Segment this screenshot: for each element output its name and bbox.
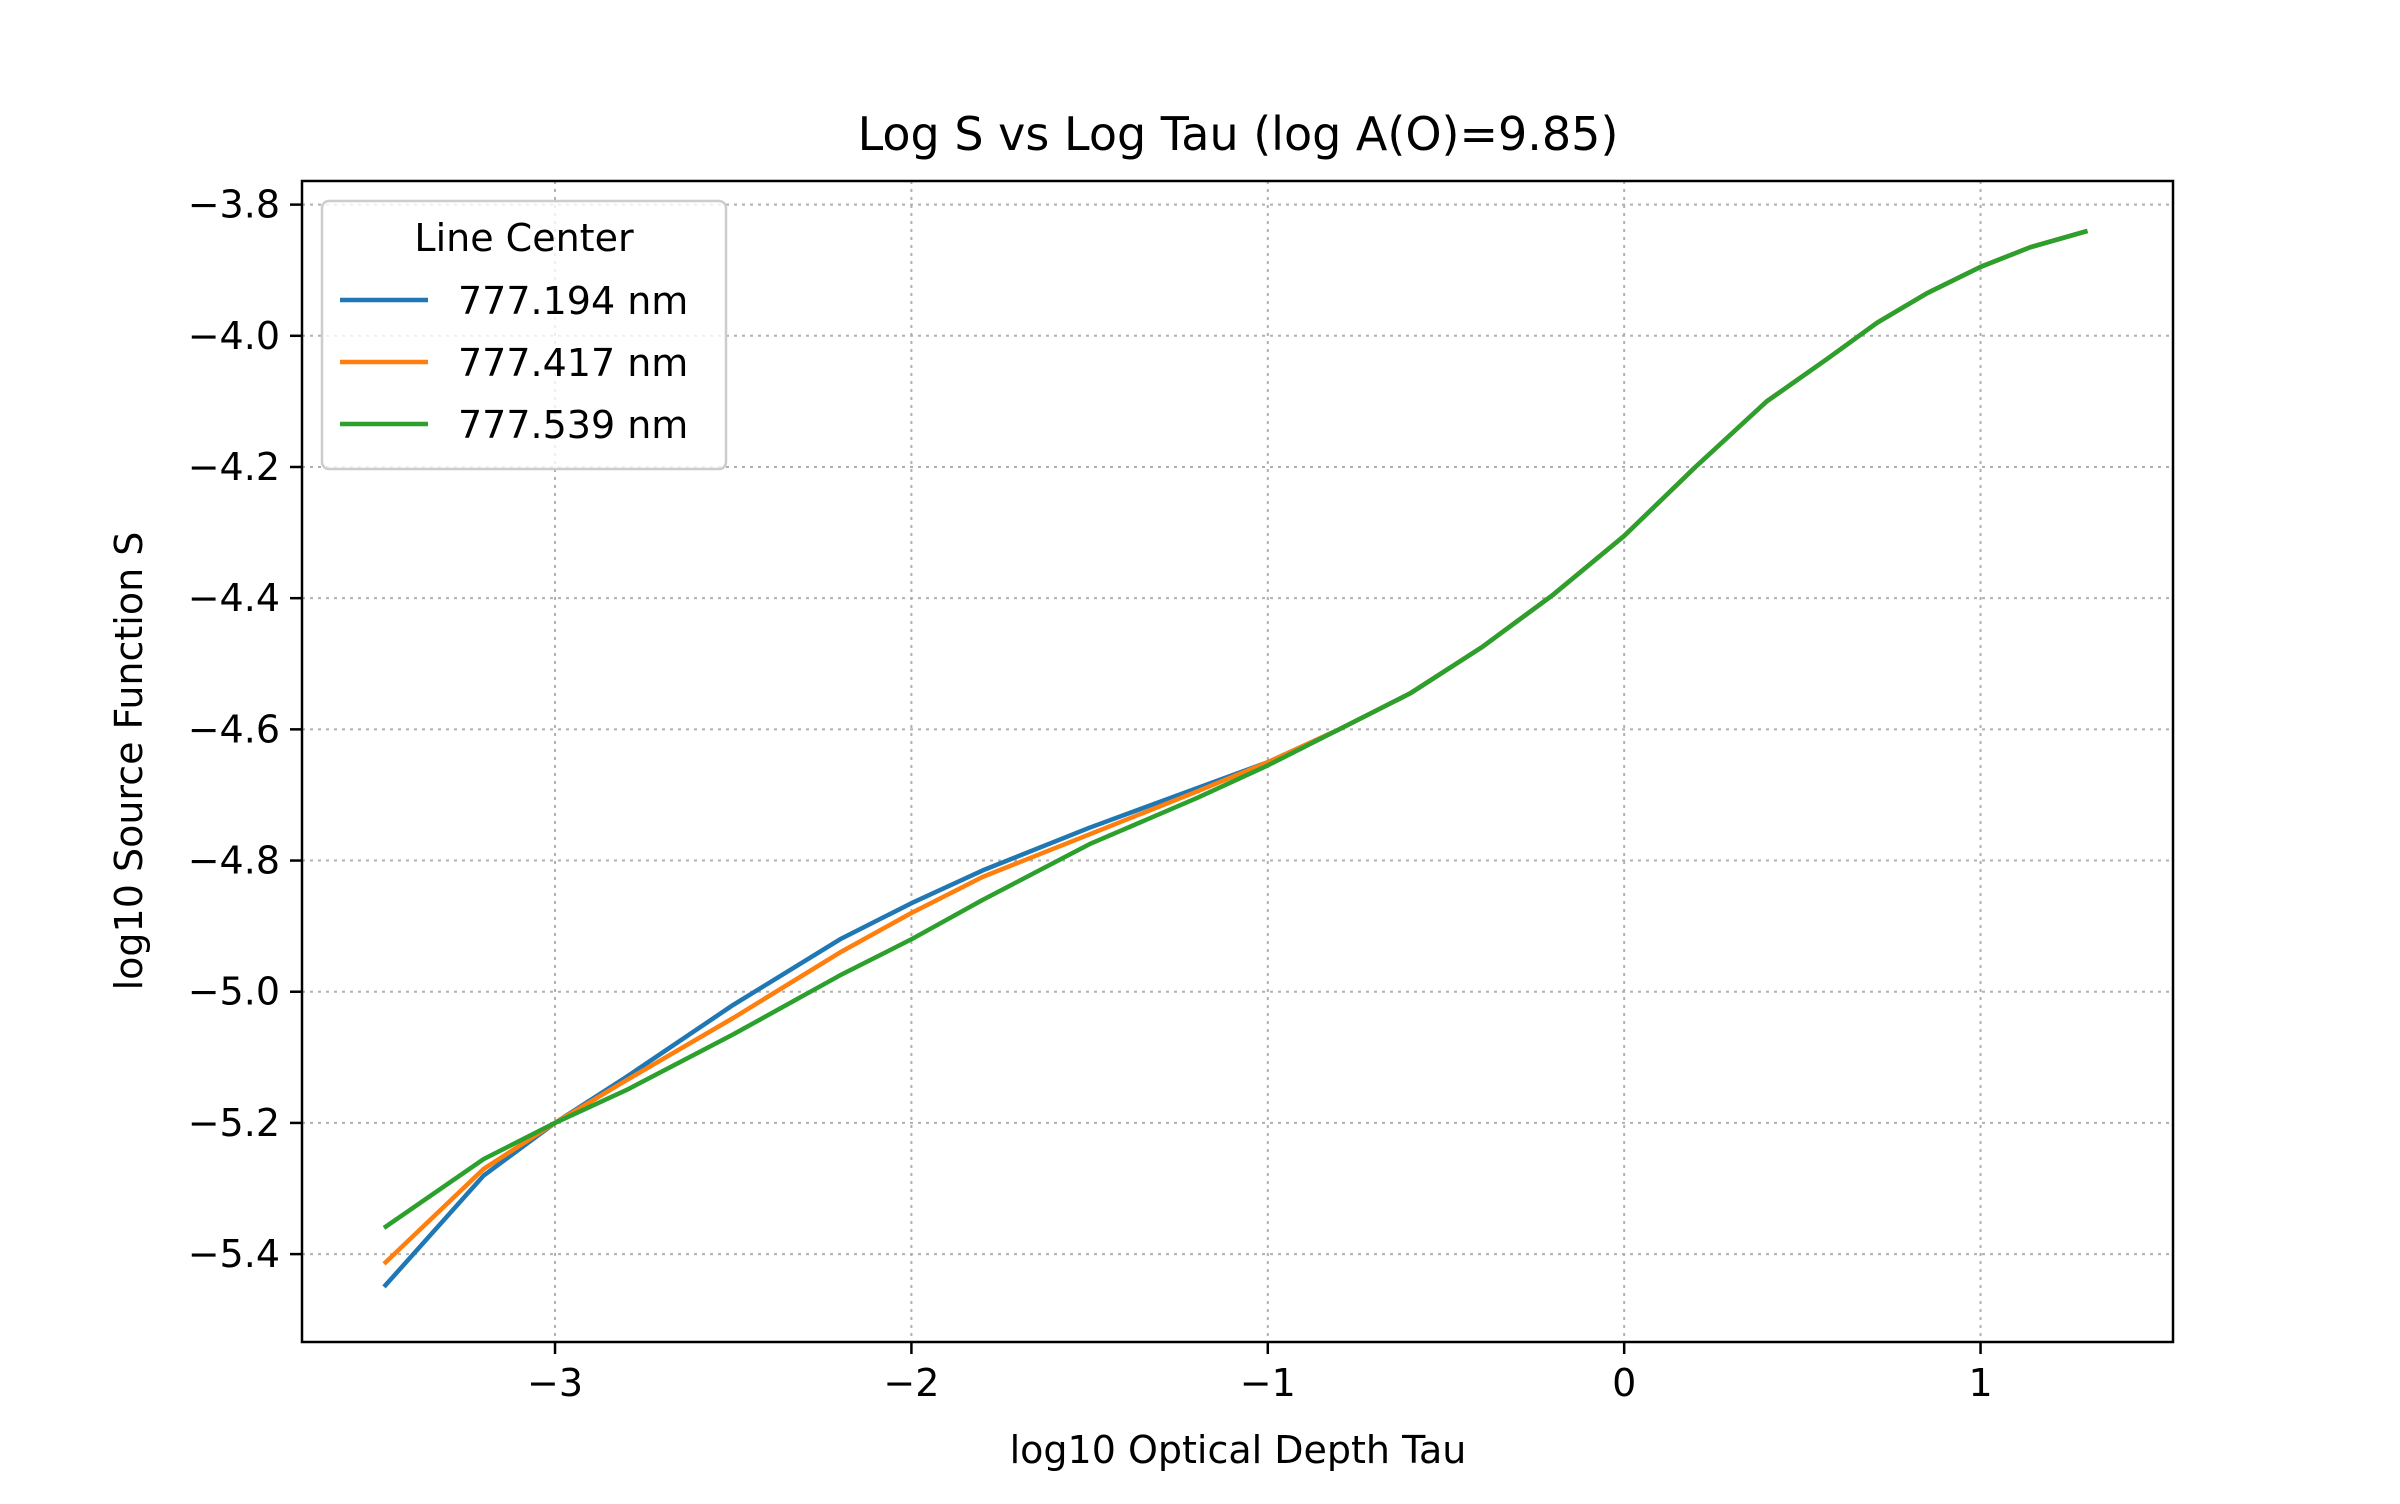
legend-label-2: 777.417 nm: [458, 341, 688, 385]
x-tick-label: −1: [1240, 1361, 1296, 1405]
y-tick-label: −4.4: [188, 576, 280, 620]
chart-title: Log S vs Log Tau (log A(O)=9.85): [858, 107, 1619, 161]
x-axis-ticks: −3 −2 −1 0 1: [527, 1342, 1993, 1405]
y-axis-ticks: −3.8 −4.0 −4.2 −4.4 −4.6 −4.8 −5.0 −5.2 −5.4: [188, 183, 302, 1276]
y-tick-label: −4.8: [188, 839, 280, 883]
series-line-3: [382, 228, 2089, 1230]
y-tick-label: −4.0: [188, 314, 280, 358]
legend-title: Line Center: [414, 216, 634, 260]
x-axis-label: log10 Optical Depth Tau: [1010, 1428, 1467, 1472]
y-tick-label: −5.0: [188, 970, 280, 1014]
y-tick-label: −5.2: [188, 1101, 280, 1145]
series-lines: [382, 228, 2089, 1289]
y-tick-label: −4.6: [188, 707, 280, 751]
x-tick-label: 0: [1612, 1361, 1636, 1405]
legend-label-1: 777.194 nm: [458, 279, 688, 323]
legend-label-3: 777.539 nm: [458, 403, 688, 447]
y-tick-label: −3.8: [188, 183, 280, 227]
plot-area-frame: [300, 179, 2175, 1344]
x-tick-label: 1: [1968, 1361, 1992, 1405]
legend: Line Center 777.194 nm 777.417 nm 777.539 …: [320, 199, 728, 471]
legend-entries: 777.194 nm 777.417 nm 777.539 nm: [340, 279, 688, 447]
x-tick-label: −2: [883, 1361, 939, 1405]
legend-frame: [320, 199, 728, 471]
y-axis-label: log10 Source Function S: [107, 532, 151, 991]
y-tick-label: −5.4: [188, 1232, 280, 1276]
y-tick-label: −4.2: [188, 445, 280, 489]
x-tick-label: −3: [527, 1361, 583, 1405]
